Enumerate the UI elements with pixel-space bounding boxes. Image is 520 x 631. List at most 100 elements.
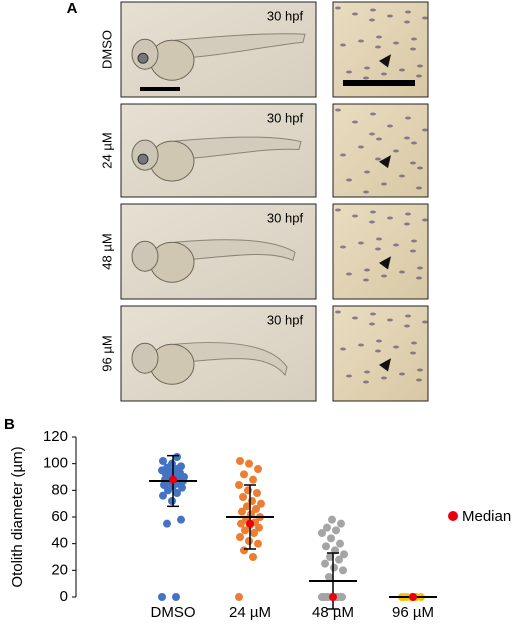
data-point [321, 559, 329, 568]
median-marker [409, 593, 417, 601]
pigment-cell [422, 320, 428, 324]
pigment-cell [405, 314, 411, 318]
stage-label: 30 hpf [267, 8, 304, 23]
y-tick-label: 0 [60, 588, 68, 605]
pigment-cell [358, 145, 364, 149]
pigment-cell [346, 374, 352, 378]
pigment-cell [416, 378, 422, 382]
pigment-cell [399, 372, 405, 376]
data-point [322, 542, 330, 551]
data-point [241, 526, 249, 535]
pigment-cell [340, 347, 346, 351]
pigment-cell [375, 45, 381, 49]
y-tick-label: 120 [43, 428, 68, 445]
data-point [159, 457, 167, 465]
data-point [337, 519, 345, 528]
embryo-head [131, 342, 159, 374]
pigment-cell [369, 18, 375, 22]
panel-label: B [4, 416, 15, 433]
x-tick-label: 96 µM [392, 604, 434, 621]
zoom-micrograph [332, 103, 429, 198]
data-point [172, 593, 180, 601]
pigment-cell [358, 241, 364, 245]
pigment-cell [340, 43, 346, 47]
data-point [158, 593, 166, 601]
pigment-cell [404, 324, 410, 328]
pigment-cell [363, 190, 369, 194]
data-point [240, 546, 248, 555]
data-point [252, 505, 260, 513]
data-point [177, 515, 185, 524]
embryo-eye [137, 153, 149, 165]
pigment-cell [416, 276, 422, 280]
embryo-tail [174, 136, 302, 160]
data-point [177, 462, 185, 471]
data-point [250, 529, 258, 537]
data-point [239, 493, 247, 501]
embryo-tail [174, 33, 306, 59]
scale-bar [140, 87, 180, 91]
data-point [318, 529, 326, 537]
data-point [244, 486, 252, 495]
pigment-cell [335, 310, 341, 314]
pigment-cell [416, 186, 422, 190]
data-point [235, 481, 243, 489]
median-marker [169, 475, 177, 484]
pigment-cell [399, 270, 405, 274]
x-tick-label: 24 µM [229, 604, 271, 621]
row-label: DMSO [99, 30, 114, 69]
data-point [327, 534, 335, 543]
pigment-cell [369, 220, 375, 224]
pigment-cell [417, 368, 423, 372]
pigment-cell [376, 137, 382, 141]
stage-label: 30 hpf [267, 312, 304, 327]
pigment-cell [370, 312, 376, 316]
data-point [168, 497, 176, 505]
row-label: 48 µM [99, 233, 114, 269]
pigment-cell [358, 39, 364, 43]
pigment-cell [364, 370, 370, 374]
data-point [245, 459, 253, 468]
legend-marker [448, 511, 458, 521]
pigment-cell [352, 120, 358, 124]
pigment-cell [363, 380, 369, 384]
pigment-cell [387, 216, 393, 220]
pigment-cell [411, 239, 417, 243]
embryo-tail [174, 342, 288, 377]
pigment-cell [404, 20, 410, 24]
data-point [339, 566, 347, 575]
pigment-cell [399, 68, 405, 72]
pigment-cell [370, 210, 376, 214]
median-marker [246, 519, 254, 528]
y-tick-label: 40 [51, 535, 68, 552]
pigment-cell [335, 208, 341, 212]
pigment-cell [346, 178, 352, 182]
pigment-cell [335, 108, 341, 112]
stage-label: 30 hpf [267, 110, 304, 125]
data-point [249, 553, 257, 561]
x-tick-label: 48 µM [312, 604, 354, 621]
y-axis-label: Otolith diameter (µm) [9, 446, 26, 587]
data-point [243, 502, 251, 511]
pigment-cell [387, 124, 393, 128]
pigment-cell [411, 341, 417, 345]
pigment-cell [393, 345, 399, 349]
data-point [325, 573, 333, 581]
data-point [163, 519, 171, 528]
pigment-cell [363, 76, 369, 80]
embryo-tail [174, 239, 296, 261]
pigment-cell [381, 182, 387, 186]
data-point [159, 491, 167, 500]
pigment-cell [410, 351, 416, 355]
data-point [326, 553, 334, 561]
data-point [249, 475, 257, 484]
data-point [254, 465, 262, 473]
pigment-cell [352, 316, 358, 320]
arrowhead [379, 155, 391, 169]
panel-a: A 30 hpf DMSO 30 hpf 24 µM 30 hpf 48 µM 30 hpf… [67, 0, 429, 402]
pigment-cell [340, 153, 346, 157]
data-point [332, 526, 340, 535]
stage-label: 30 hpf [267, 210, 304, 225]
pigment-cell [352, 214, 358, 218]
panel-label: A [67, 0, 78, 17]
